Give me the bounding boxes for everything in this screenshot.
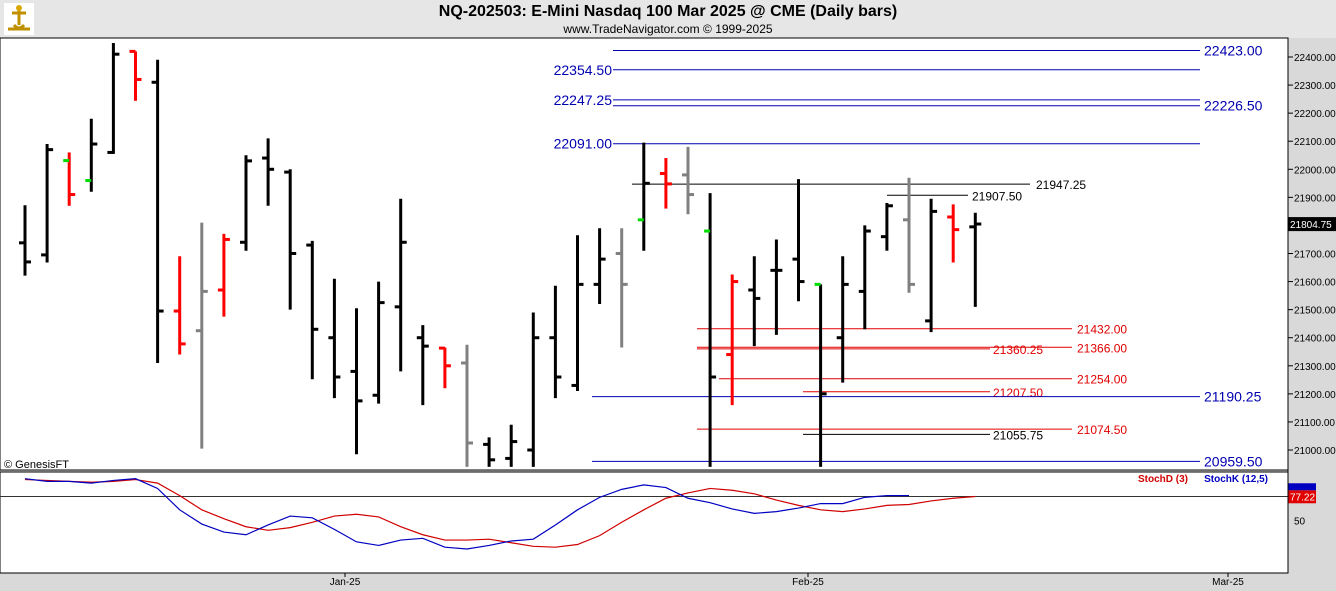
price-bar: [549, 285, 562, 399]
price-bar: [527, 312, 540, 467]
price-bar: [350, 308, 363, 455]
price-bar: [63, 152, 76, 206]
price-bar: [593, 228, 606, 305]
x-axis-label: Jan-25: [330, 577, 361, 588]
price-bar: [85, 118, 98, 192]
price-bar: [394, 198, 407, 372]
price-bar: [438, 346, 451, 389]
price-bar: [682, 146, 694, 215]
watermark: © GenesisFT: [4, 459, 69, 471]
stoch-last-value-box: [1288, 490, 1316, 504]
price-bar: [814, 282, 827, 467]
level-label: 21947.25: [1036, 178, 1086, 192]
y-tick-label: 21900.00: [1294, 193, 1336, 204]
price-bar: [240, 155, 252, 251]
price-bar: [217, 233, 230, 317]
price-bar: [969, 212, 982, 307]
y-tick-label: 21200.00: [1294, 390, 1336, 401]
level-label: 21907.50: [972, 189, 1022, 203]
level-label: 21074.50: [1077, 423, 1127, 437]
level-label: 21254.00: [1077, 373, 1127, 387]
y-tick-label: 21500.00: [1294, 306, 1336, 317]
price-bar: [19, 205, 31, 276]
y-tick-label: 21300.00: [1294, 362, 1336, 373]
price-bar: [129, 49, 142, 101]
price-bar: [505, 424, 518, 467]
price-bar: [416, 325, 429, 406]
level-label: 22354.50: [554, 62, 613, 78]
level-label: 21360.25: [993, 343, 1043, 357]
y-tick-label: 22300.00: [1294, 81, 1336, 92]
y-tick-label: 21100.00: [1294, 418, 1335, 429]
price-bar: [726, 274, 739, 406]
price-bar: [41, 144, 54, 263]
y-tick-label: 22000.00: [1294, 165, 1336, 176]
price-bar: [659, 158, 672, 209]
price-bar: [925, 198, 938, 333]
price-bar: [195, 222, 208, 449]
stoch-legend-label: StochK (12,5): [1204, 474, 1268, 485]
level-label: 22226.50: [1204, 98, 1263, 114]
price-bar: [262, 138, 275, 206]
chart-header: NQ-202503: E-Mini Nasdaq 100 Mar 2025 @ …: [0, 0, 1336, 38]
price-bar: [770, 239, 783, 335]
stoch-series-line: [24, 478, 909, 550]
price-bar: [858, 225, 871, 330]
price-bar: [284, 169, 297, 310]
price-bar: [748, 256, 761, 347]
price-bar: [461, 344, 473, 467]
y-tick-label: 21600.00: [1294, 278, 1336, 289]
price-bar: [107, 42, 120, 154]
trade-navigator-logo-icon: [4, 3, 34, 35]
level-label: 21432.00: [1077, 323, 1127, 337]
price-bar: [306, 240, 319, 380]
price-bar: [836, 256, 849, 383]
price-bar: [792, 179, 805, 302]
stoch-legend-label: StochD (3): [1138, 474, 1188, 485]
y-tick-label: 22400.00: [1294, 53, 1336, 64]
y-tick-label: 22100.00: [1294, 137, 1336, 148]
chart-subtitle: www.TradeNavigator.com © 1999-2025: [563, 22, 773, 36]
y-tick-label: 21400.00: [1294, 334, 1336, 345]
y-tick-label: 21700.00: [1294, 250, 1336, 261]
price-bar: [173, 256, 186, 355]
stoch-series-line: [24, 478, 976, 548]
level-label: 21190.25: [1204, 389, 1262, 405]
price-bar: [328, 278, 341, 399]
level-label: 22091.00: [554, 136, 613, 152]
last-price-label: 21804.75: [1290, 220, 1332, 231]
price-bar: [151, 59, 164, 363]
price-panel: [0, 37, 1289, 471]
level-label: 21207.50: [993, 386, 1043, 400]
stoch-y-tick-label: 50: [1294, 517, 1306, 528]
price-bar: [704, 193, 717, 467]
stoch-last-value-label: 77.22: [1290, 492, 1315, 503]
level-label: 22423.00: [1204, 43, 1263, 59]
price-bar: [947, 204, 960, 263]
level-label: 21366.00: [1077, 341, 1127, 355]
level-label: 20959.50: [1204, 453, 1263, 469]
y-tick-label: 21000.00: [1294, 446, 1336, 457]
x-axis-label: Mar-25: [1212, 577, 1244, 588]
price-bar: [615, 228, 628, 348]
last-price-box: [1288, 217, 1336, 232]
x-axis-label: Feb-25: [792, 577, 824, 588]
stoch-last-value-cap: [1288, 483, 1316, 491]
y-tick-label: 22200.00: [1294, 109, 1336, 120]
stoch-panel: [0, 471, 1289, 574]
price-bar: [372, 281, 385, 404]
price-bar: [903, 177, 915, 293]
chart-title: NQ-202503: E-Mini Nasdaq 100 Mar 2025 @ …: [438, 3, 898, 20]
price-bar: [483, 437, 496, 467]
price-bar: [880, 202, 893, 251]
price-bar: [637, 142, 650, 251]
level-label: 22247.25: [554, 92, 613, 108]
level-label: 21055.75: [993, 428, 1043, 442]
price-bar: [571, 235, 584, 392]
